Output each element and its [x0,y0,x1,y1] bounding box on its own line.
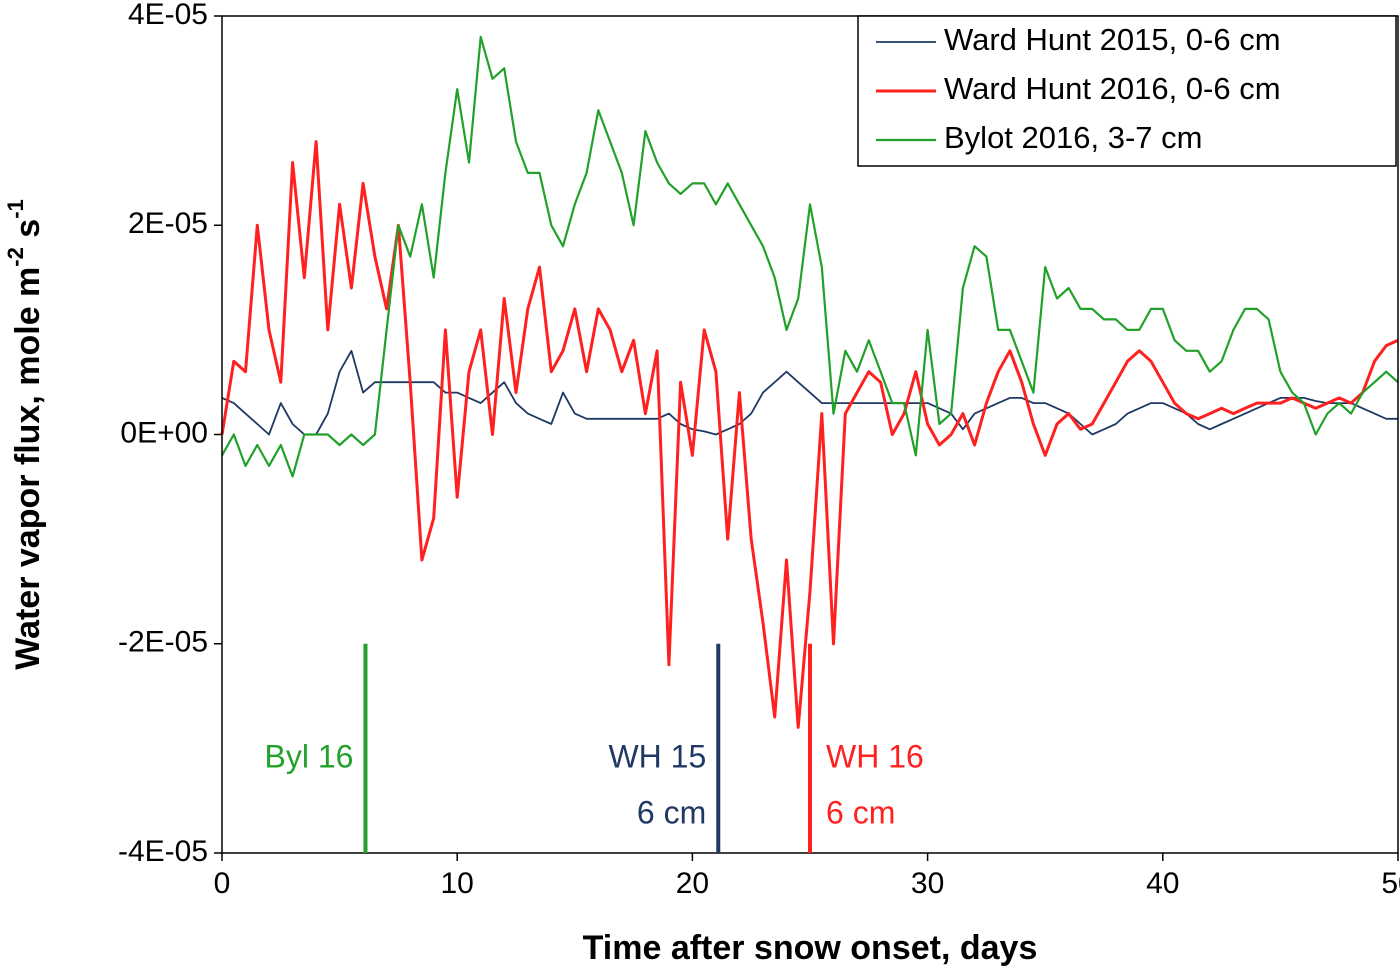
y-tick-label: 2E-05 [128,207,208,240]
y-axis-title-part: Water vapor flux, mole m [9,267,47,670]
legend: Ward Hunt 2015, 0-6 cm Ward Hunt 2016, 0-… [857,15,1397,167]
y-axis-title-part: -1 [3,199,28,219]
y-axis-title-part: -2 [3,247,28,267]
y-tick-label: 0E+00 [120,416,208,449]
y-axis-title: Water vapor flux, mole m-2 s-1 [3,199,47,670]
annotation-text: Byl 16 [265,738,354,774]
x-tick-label: 50 [1381,867,1400,900]
x-tick-label: 30 [911,867,944,900]
y-tick-label: -2E-05 [118,626,208,659]
annotation-text: 6 cm [826,794,895,830]
annotation-text: WH 15 [608,738,706,774]
x-axis-title: Time after snow onset, days [583,929,1038,967]
series-line [220,140,1399,729]
x-tick-label: 20 [676,867,709,900]
legend-box [857,15,1397,167]
legend-label: Ward Hunt 2016, 0-6 cm [944,71,1281,106]
y-axis-title-part: s [9,219,47,247]
x-tick-label: 0 [214,867,231,900]
series-line [221,349,1398,436]
legend-label: Bylot 2016, 3-7 cm [944,120,1202,155]
annotation-text: 6 cm [637,794,706,830]
x-tick-label: 10 [441,867,474,900]
series-line [221,35,1399,478]
x-tick-label: 40 [1146,867,1179,900]
y-tick-label: -4E-05 [118,835,208,868]
legend-label: Ward Hunt 2015, 0-6 cm [944,22,1281,57]
annotation-text: WH 16 [826,738,924,774]
y-tick-label: 4E-05 [128,0,208,31]
